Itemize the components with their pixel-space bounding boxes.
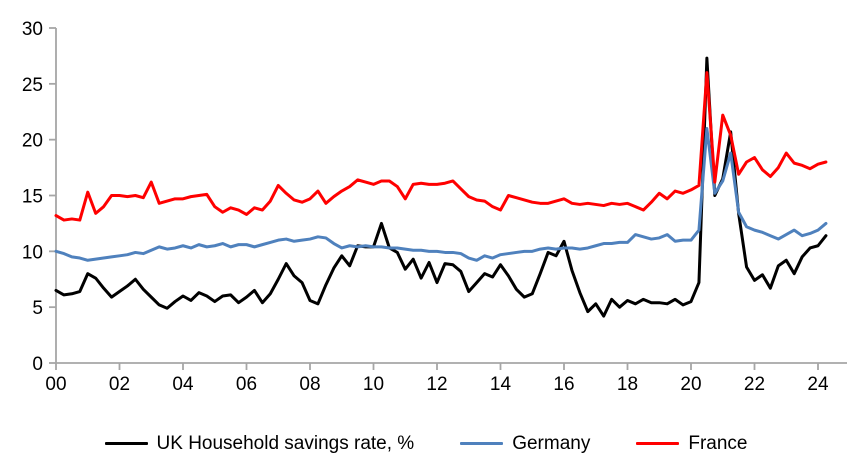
x-tick-label: 14	[490, 374, 512, 395]
x-tick-label: 10	[363, 374, 384, 395]
x-tick-label: 06	[236, 374, 257, 395]
y-tick-label: 10	[22, 242, 43, 263]
legend-label-germany: Germany	[512, 433, 591, 454]
legend-label-uk: UK Household savings rate, %	[156, 433, 415, 454]
x-tick-label: 18	[617, 374, 638, 395]
legend-label-france: France	[688, 433, 748, 454]
chart-legend: UK Household savings rate, % Germany Franc…	[0, 434, 852, 453]
legend-swatch-germany	[460, 441, 504, 446]
legend-item-germany: Germany	[460, 434, 590, 453]
x-tick-label: 12	[426, 374, 447, 395]
y-tick-label: 15	[22, 187, 43, 208]
x-tick-label: 00	[45, 374, 66, 395]
x-tick-label: 04	[172, 374, 194, 395]
series-line-germany	[54, 127, 828, 262]
legend-swatch-uk	[104, 441, 148, 446]
y-tick-label: 30	[22, 19, 43, 40]
series-line-uk	[54, 56, 828, 318]
y-tick-label: 0	[32, 354, 43, 375]
x-tick-label: 22	[744, 374, 765, 395]
y-tick-label: 25	[22, 75, 43, 96]
y-tick-label: 5	[32, 298, 43, 319]
x-tick-label: 24	[807, 374, 829, 395]
series-line-france	[54, 71, 828, 222]
x-tick-label: 16	[553, 374, 574, 395]
legend-item-uk: UK Household savings rate, %	[104, 433, 415, 454]
legend-item-france: France	[636, 434, 747, 453]
y-tick-label: 20	[22, 131, 43, 152]
legend-swatch-france	[636, 441, 680, 446]
x-tick-label: 02	[109, 374, 130, 395]
x-tick-label: 08	[299, 374, 320, 395]
x-tick-label: 20	[680, 374, 701, 395]
